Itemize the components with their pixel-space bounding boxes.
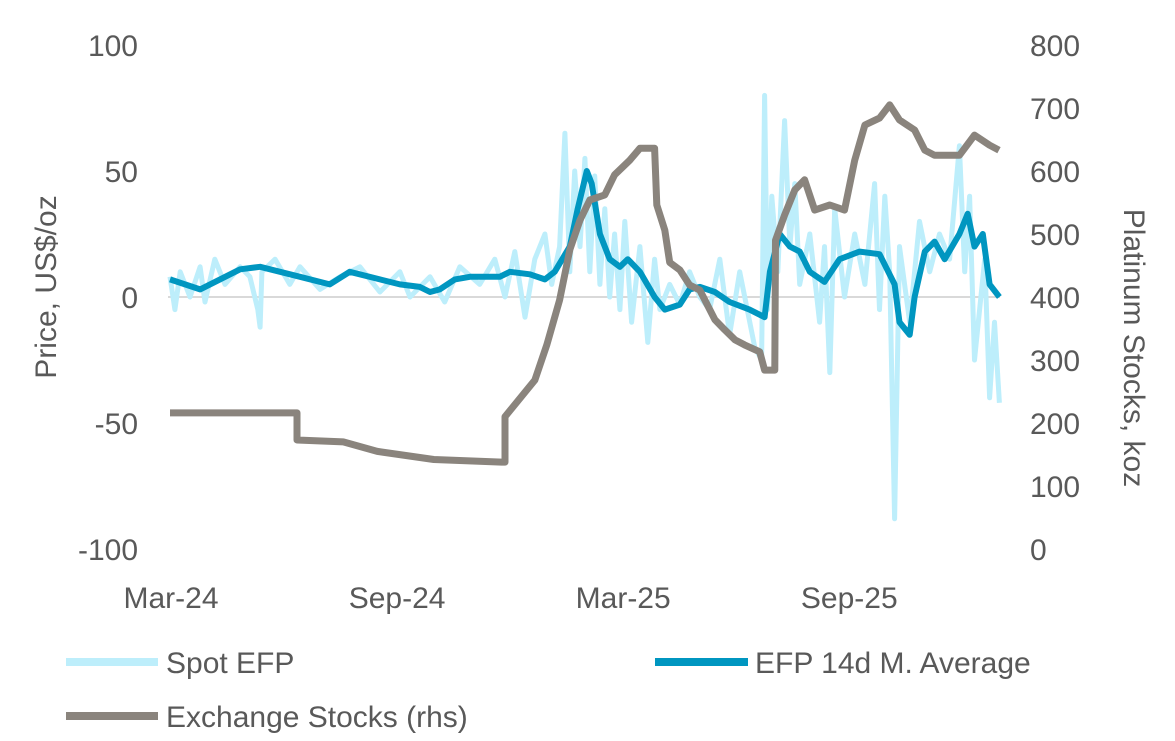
legend-label-efp-avg: EFP 14d M. Average (755, 647, 1031, 680)
legend-label-stocks: Exchange Stocks (rhs) (166, 701, 468, 734)
y-tick-label: -100 (78, 534, 138, 567)
y2-tick-label: 500 (1030, 219, 1080, 252)
y2-tick-label: 0 (1030, 534, 1047, 567)
x-tick-label: Mar-24 (123, 582, 218, 615)
y2-tick-label: 300 (1030, 345, 1080, 378)
y2-tick-label: 800 (1030, 30, 1080, 63)
y2-tick-label: 400 (1030, 282, 1080, 315)
series-layer (167, 92, 1002, 522)
y2-tick-label: 700 (1030, 93, 1080, 126)
y2-axis-title: Platinum Stocks, koz (1117, 209, 1150, 487)
y-tick-label: 50 (105, 156, 138, 189)
x-tick-label: Mar-25 (576, 582, 671, 615)
series-line-efp-14d-m-average (169, 168, 1002, 338)
y-axis-title: Price, US$/oz (30, 195, 63, 378)
y-axis-left: 100 50 0 -50 -100 (78, 30, 138, 567)
y-tick-label: 0 (121, 282, 138, 315)
x-tick-label: Sep-25 (801, 582, 898, 615)
y-axis-right: 800 700 600 500 400 300 200 100 0 (1030, 30, 1080, 567)
y-tick-label: -50 (95, 408, 138, 441)
x-axis: Mar-24 Sep-24 Mar-25 Sep-25 (123, 582, 897, 615)
legend: Spot EFP EFP 14d M. Average Exchange Sto… (66, 647, 1031, 734)
y2-tick-label: 200 (1030, 408, 1080, 441)
y2-tick-label: 600 (1030, 156, 1080, 189)
y-tick-label: 100 (88, 30, 138, 63)
legend-label-spot-efp: Spot EFP (166, 647, 294, 680)
series-line-exchange-stocks-rhs (170, 101, 1001, 466)
y2-tick-label: 100 (1030, 471, 1080, 504)
series-line-spot-efp (167, 92, 1002, 522)
x-tick-label: Sep-24 (349, 582, 446, 615)
